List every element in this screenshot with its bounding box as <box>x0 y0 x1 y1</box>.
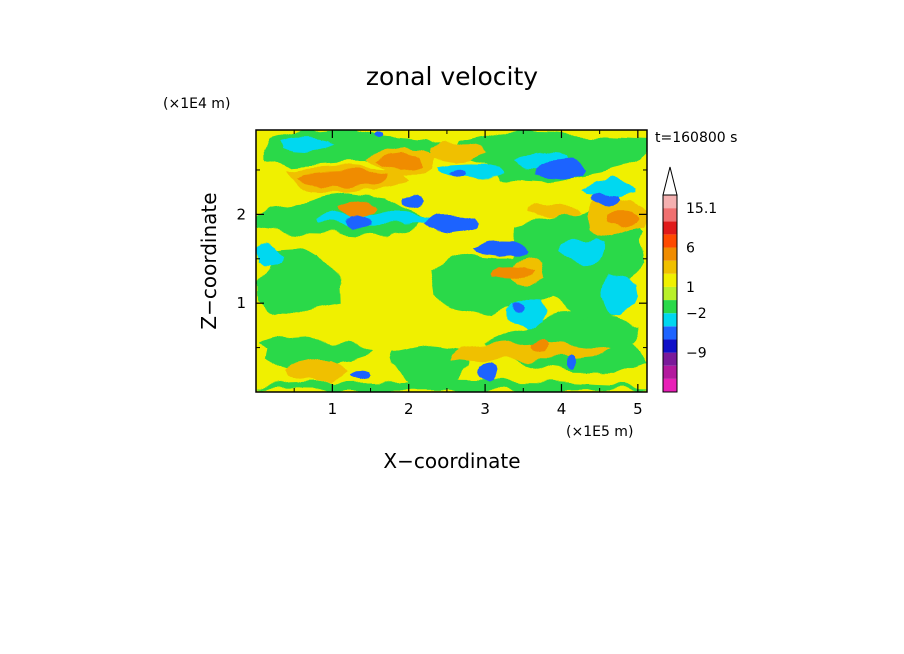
colorbar-segment <box>663 378 677 392</box>
contour-region <box>449 341 613 361</box>
time-label: t=160800 s <box>655 130 737 146</box>
x-axis-unit: (×1E5 m) <box>566 424 633 440</box>
contour-region <box>347 370 371 379</box>
colorbar-segment <box>663 221 677 235</box>
contour-region <box>559 237 606 266</box>
contour-region <box>490 265 536 279</box>
contour-region <box>256 247 342 315</box>
plot-frame <box>255 129 648 393</box>
y-axis-label: Z−coordinate <box>197 192 221 329</box>
colorbar-segment <box>663 234 677 248</box>
y-axis: 12 <box>236 169 647 349</box>
contour-region <box>450 169 466 179</box>
contour-region <box>512 303 524 312</box>
y-axis-unit: (×1E4 m) <box>163 96 230 112</box>
contour-region <box>591 192 619 204</box>
colorbar-segment <box>663 339 677 353</box>
colorbar-segment <box>663 352 677 366</box>
contour-region <box>423 215 477 233</box>
colorbar-label: 1 <box>686 280 695 296</box>
colorbar-label: −2 <box>686 306 707 322</box>
contour-region <box>339 200 378 214</box>
x-axis: 1 2 3 4 5 <box>293 130 643 418</box>
contour-field <box>256 130 647 392</box>
colorbar-segment <box>663 313 677 327</box>
colorbar-label: −9 <box>686 346 707 362</box>
contour-region <box>472 243 526 258</box>
contour-region <box>584 177 638 196</box>
contour-region <box>298 170 385 189</box>
contour-region <box>477 361 501 384</box>
x-tick-label: 5 <box>633 400 643 418</box>
colorbar-segment <box>663 365 677 379</box>
colorbar-segment <box>663 208 677 222</box>
contour-region <box>376 153 423 170</box>
colorbar-segment <box>663 247 677 261</box>
x-axis-label: X−coordinate <box>383 449 520 473</box>
contour-region <box>600 276 639 314</box>
y-tick-label: 1 <box>236 294 246 312</box>
chart-title: zonal velocity <box>366 62 538 91</box>
contour-region <box>285 356 347 384</box>
colorbar-segment <box>663 195 677 209</box>
colorbar-segment <box>663 273 677 287</box>
contour-region <box>344 212 375 227</box>
colorbar-label: 15.1 <box>686 201 717 217</box>
colorbar-label: 6 <box>686 241 695 257</box>
x-tick-label: 1 <box>328 400 338 418</box>
x-tick-label: 2 <box>404 400 414 418</box>
contour-region <box>608 210 640 229</box>
contour-region <box>259 336 373 368</box>
x-tick-label: 3 <box>480 400 490 418</box>
contour-region <box>256 380 647 392</box>
colorbar-segment <box>663 286 677 301</box>
contour-region <box>256 244 285 267</box>
contour-region <box>565 356 577 370</box>
colorbar: 15.1 6 1 −2 −9 <box>662 166 717 393</box>
contour-region <box>402 194 425 208</box>
contour-region <box>526 338 550 353</box>
contour-region <box>432 144 486 163</box>
contour-region <box>281 138 336 151</box>
colorbar-extend-arrow <box>662 166 678 196</box>
colorbar-segment <box>663 326 677 340</box>
colorbar-segment <box>663 300 677 314</box>
colorbar-segment <box>663 260 677 274</box>
y-tick-label: 2 <box>236 205 246 223</box>
x-tick-label: 4 <box>557 400 567 418</box>
contour-region <box>525 205 579 219</box>
contour-region <box>535 159 589 179</box>
contour-region <box>374 130 386 137</box>
